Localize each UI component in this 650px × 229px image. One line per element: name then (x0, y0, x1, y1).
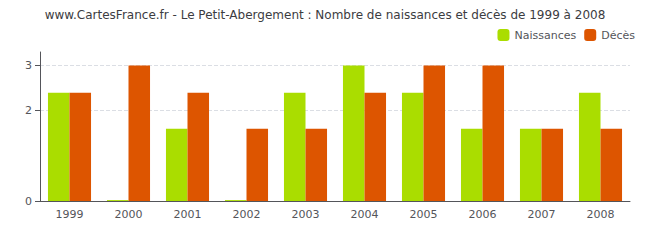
svg-text:2002: 2002 (233, 208, 261, 221)
svg-text:2006: 2006 (469, 208, 497, 221)
svg-text:2008: 2008 (587, 208, 615, 221)
svg-text:Naissances: Naissances (514, 29, 576, 42)
svg-text:0: 0 (25, 195, 32, 208)
svg-text:2004: 2004 (351, 208, 379, 221)
svg-text:2: 2 (25, 104, 32, 117)
svg-text:1999: 1999 (56, 208, 84, 221)
svg-text:www.CartesFrance.fr - Le Petit: www.CartesFrance.fr - Le Petit-Abergemen… (45, 8, 606, 22)
svg-text:2005: 2005 (410, 208, 438, 221)
svg-text:2000: 2000 (115, 208, 143, 221)
svg-text:2001: 2001 (174, 208, 202, 221)
svg-text:3: 3 (25, 59, 32, 72)
svg-text:2007: 2007 (528, 208, 556, 221)
svg-text:2003: 2003 (292, 208, 320, 221)
svg-text:Décès: Décès (601, 29, 635, 42)
